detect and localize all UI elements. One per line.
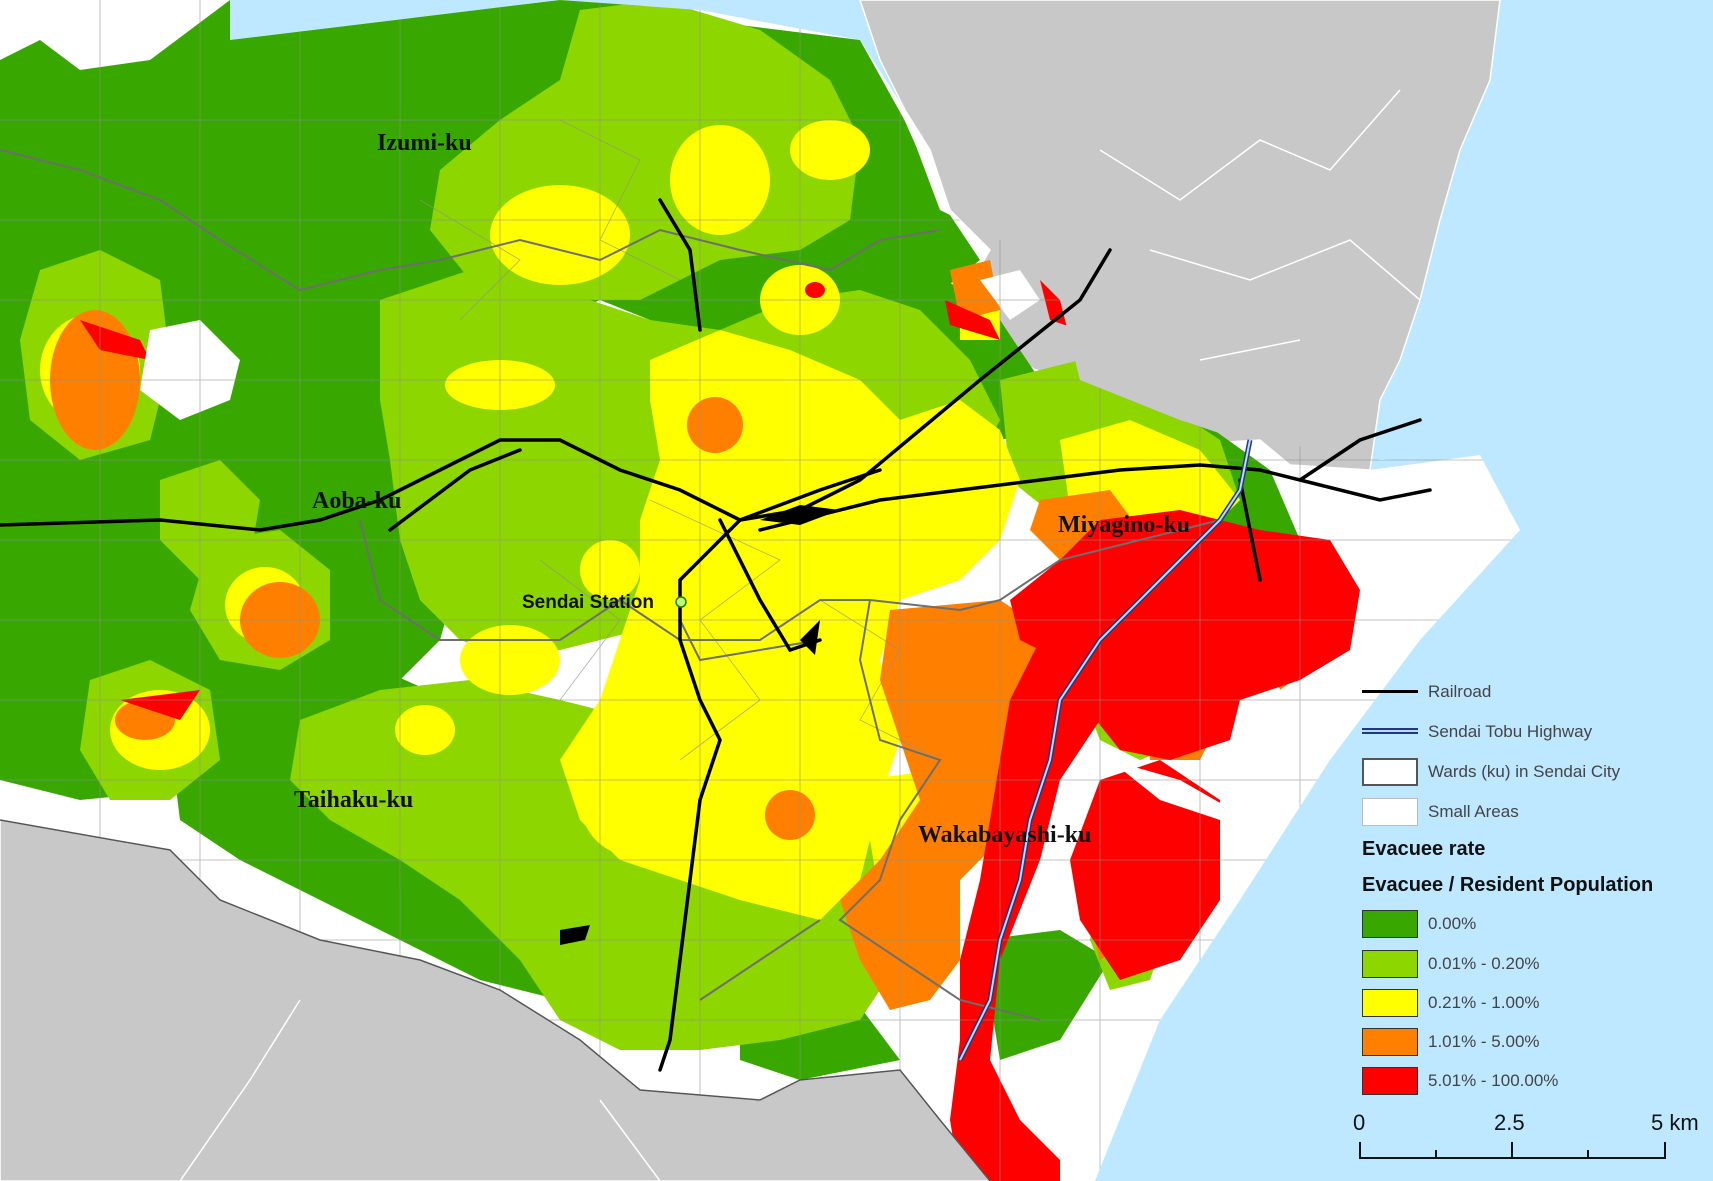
legend-class-4: 5.01% - 100.00% xyxy=(1352,1065,1702,1099)
legend-label-wards: Wards (ku) in Sendai City xyxy=(1428,762,1621,781)
legend-class-0: 0.00% xyxy=(1352,908,1702,942)
scale-tick-0: 0 xyxy=(1353,1110,1366,1135)
legend-row-highway: Sendai Tobu Highway xyxy=(1352,716,1702,750)
legend-row-railroad: Railroad xyxy=(1352,676,1702,710)
ward-label-taihaku: Taihaku-ku xyxy=(294,787,414,813)
sendai-tobu-highway xyxy=(957,439,1253,1062)
legend-label-railroad: Railroad xyxy=(1428,682,1492,701)
legend-row-wards: Wards (ku) in Sendai City xyxy=(1352,756,1702,790)
sendai-station-marker xyxy=(675,596,687,608)
ward-symbol xyxy=(1362,758,1418,786)
ward-label-izumi: Izumi-ku xyxy=(377,130,472,156)
legend-class-1: 0.01% - 0.20% xyxy=(1352,948,1702,982)
city-border xyxy=(0,819,991,1181)
highway-symbol xyxy=(1362,728,1418,734)
legend-label-small-areas: Small Areas xyxy=(1428,802,1519,821)
map-legend: Railroad Sendai Tobu Highway Wards (ku) … xyxy=(1352,676,1702,1171)
legend-title: Evacuee rate xyxy=(1362,838,1486,860)
class-swatch xyxy=(1362,950,1418,978)
scale-tick-end: 5 km xyxy=(1651,1110,1699,1135)
class-swatch xyxy=(1362,1028,1418,1056)
class-label: 0.21% - 1.00% xyxy=(1428,993,1540,1012)
class-swatch xyxy=(1362,1067,1418,1095)
class-label: 0.01% - 0.20% xyxy=(1428,954,1540,973)
small-area-symbol xyxy=(1362,798,1418,826)
evacuee-rate-surface xyxy=(0,0,1360,1181)
ward-label-wakabayashi: Wakabayashi-ku xyxy=(918,822,1092,848)
class-swatch xyxy=(1362,910,1418,938)
class-label: 5.01% - 100.00% xyxy=(1428,1071,1559,1090)
outside-land-grey-lines xyxy=(179,89,1421,1181)
railroad-symbol xyxy=(1362,690,1418,693)
class-label: 0.00% xyxy=(1428,914,1477,933)
ward-label-miyagino: Miyagino-ku xyxy=(1058,512,1191,538)
legend-label-highway: Sendai Tobu Highway xyxy=(1428,722,1593,741)
legend-row-small-areas: Small Areas xyxy=(1352,796,1702,830)
legend-class-3: 1.01% - 5.00% xyxy=(1352,1026,1702,1060)
legend-subtitle: Evacuee / Resident Population xyxy=(1362,874,1654,896)
ward-label-aoba: Aoba-ku xyxy=(312,488,402,514)
class-label: 1.01% - 5.00% xyxy=(1428,1032,1540,1051)
railroads xyxy=(0,198,1432,1072)
station-label: Sendai Station xyxy=(522,592,654,613)
scale-bar xyxy=(1359,1142,1666,1159)
scale-tick-mid: 2.5 xyxy=(1494,1110,1525,1135)
legend-class-2: 0.21% - 1.00% xyxy=(1352,987,1702,1021)
class-swatch xyxy=(1362,989,1418,1017)
